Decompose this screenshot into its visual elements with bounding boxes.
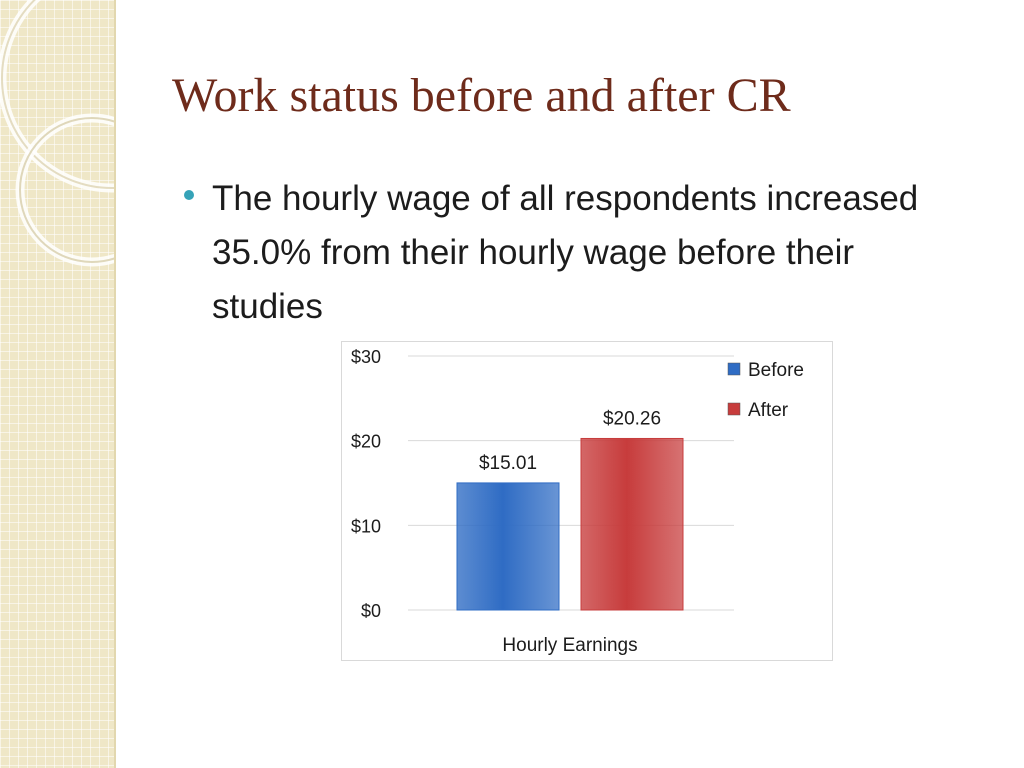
slide-title: Work status before and after CR xyxy=(172,69,791,122)
bullet-text: The hourly wage of all respondents incre… xyxy=(212,179,919,326)
chart-canvas: $0 $10 $20 $30 $15.01 $20.26 Hourly Earnings Be… xyxy=(351,347,804,656)
bar-chart: $0 $10 $20 $30 $15.01 $20.26 Hourly Earnings Be… xyxy=(341,341,833,661)
legend-label: After xyxy=(748,400,789,421)
decorative-circles xyxy=(0,0,114,267)
decorative-side-panel xyxy=(0,0,116,768)
bar-before xyxy=(456,482,560,611)
legend-swatch-after xyxy=(727,402,741,416)
legend-swatch-before xyxy=(727,362,741,376)
legend-label: Before xyxy=(748,360,804,381)
bar-after xyxy=(580,437,684,611)
bullet-dot-icon xyxy=(184,190,194,200)
y-tick-label: $0 xyxy=(361,601,381,621)
y-tick-label: $30 xyxy=(351,347,381,367)
data-label: $20.26 xyxy=(603,408,661,429)
y-tick-label: $10 xyxy=(351,516,381,536)
data-label: $15.01 xyxy=(479,453,537,474)
x-category-label: Hourly Earnings xyxy=(502,635,637,656)
y-tick-label: $20 xyxy=(351,432,381,452)
